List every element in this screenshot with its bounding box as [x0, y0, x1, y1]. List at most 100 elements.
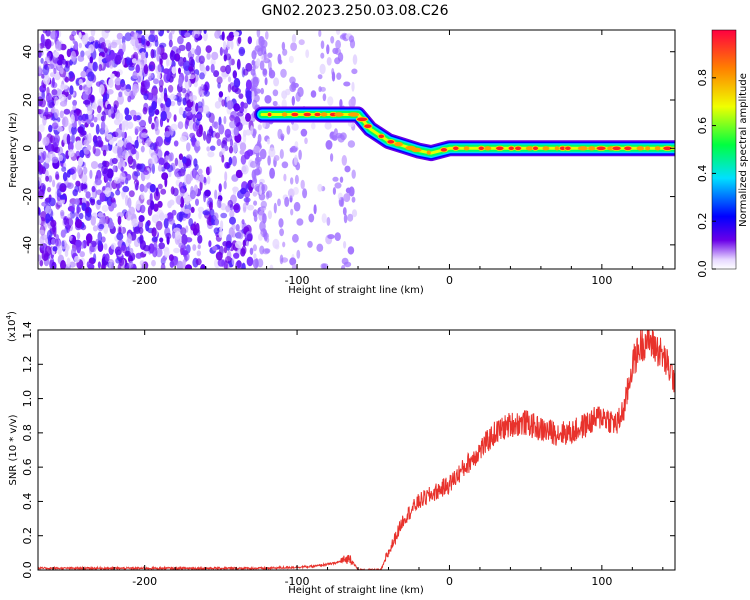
noise-blob — [156, 46, 161, 55]
noise-blob — [202, 130, 207, 141]
noise-blob — [334, 232, 341, 242]
noise-blob — [274, 244, 280, 250]
noise-blob — [208, 240, 212, 248]
noise-blob — [182, 156, 187, 164]
ridge-hotspot — [484, 146, 492, 151]
noise-blob — [272, 100, 278, 107]
noise-blob — [116, 32, 123, 40]
ridge-hotspot — [463, 146, 470, 151]
noise-blob — [127, 95, 132, 103]
noise-blob — [135, 199, 141, 211]
noise-blob — [220, 220, 224, 230]
noise-blob — [189, 189, 196, 200]
noise-blob — [206, 52, 211, 60]
noise-blob — [345, 187, 352, 194]
noise-blob — [100, 236, 106, 243]
noise-blob — [115, 127, 123, 138]
noise-blob — [253, 145, 261, 154]
noise-blob — [242, 202, 247, 212]
noise-blob — [45, 92, 53, 104]
noise-blob — [125, 56, 131, 65]
snr-y-tick-label: 0.0 — [21, 561, 34, 579]
noise-blob — [125, 124, 129, 131]
noise-blob — [223, 246, 228, 254]
noise-blob — [269, 167, 275, 179]
noise-blob — [216, 76, 223, 84]
noise-blob — [197, 244, 201, 250]
noise-blob — [66, 169, 71, 178]
noise-blob — [66, 133, 71, 145]
noise-blob — [51, 122, 59, 130]
noise-blob — [298, 39, 305, 46]
noise-blob — [155, 187, 159, 197]
noise-blob — [224, 171, 228, 182]
noise-blob — [162, 68, 170, 74]
noise-blob — [45, 205, 52, 216]
noise-blob — [173, 247, 181, 254]
noise-blob — [105, 253, 110, 262]
noise-blob — [258, 36, 265, 47]
noise-blob — [262, 228, 266, 236]
noise-blob — [281, 161, 289, 169]
noise-blob — [156, 30, 160, 33]
snr-panel: -200 -100 0 100 0.0 0.2 0.4 0.6 0.8 1.0 1.2 1.4 Hei… — [5, 311, 676, 596]
noise-blob — [38, 189, 45, 200]
ridge-hotspot — [542, 146, 550, 151]
noise-blob — [174, 157, 179, 167]
noise-blob — [253, 214, 258, 222]
snr-y-axis-label: SNR (10 * v/v) — [8, 414, 19, 485]
noise-blob — [114, 246, 122, 256]
noise-blob — [326, 44, 330, 55]
noise-blob — [289, 147, 294, 153]
noise-blob — [188, 218, 194, 227]
noise-blob — [131, 148, 137, 155]
noise-blob — [146, 137, 152, 147]
noise-blob — [93, 253, 97, 263]
noise-blob — [268, 69, 276, 79]
noise-blob — [216, 138, 222, 147]
noise-blob — [167, 84, 174, 93]
noise-blob — [118, 91, 123, 98]
ridge-hotspot — [386, 139, 396, 145]
noise-blob — [197, 206, 204, 213]
noise-blob — [233, 252, 240, 259]
colorbar-tick-label: 0.6 — [696, 117, 709, 135]
noise-blob — [124, 32, 132, 42]
noise-blob — [179, 187, 186, 197]
noise-blob — [127, 197, 132, 208]
noise-blob — [63, 65, 70, 72]
noise-blob — [282, 241, 286, 248]
noise-blob — [183, 208, 191, 214]
noise-blob — [115, 189, 121, 196]
ridge-hotspot — [636, 146, 645, 151]
noise-blob — [60, 260, 66, 269]
noise-blob — [121, 191, 126, 200]
noise-blob — [207, 151, 215, 158]
noise-blob — [98, 55, 103, 63]
noise-blob — [253, 253, 257, 260]
noise-blob — [156, 52, 160, 62]
noise-blob — [260, 87, 265, 95]
noise-blob — [232, 204, 240, 211]
noise-blob — [98, 63, 103, 72]
noise-blob — [75, 239, 82, 248]
noise-blob — [83, 139, 90, 146]
noise-blob — [150, 200, 155, 211]
noise-blob — [259, 60, 265, 71]
noise-blob — [203, 31, 208, 42]
noise-blob — [235, 169, 243, 179]
noise-blob — [170, 30, 175, 35]
noise-blob — [229, 120, 237, 129]
noise-blob — [215, 251, 223, 261]
noise-blob — [122, 185, 130, 193]
noise-blob — [254, 45, 262, 52]
noise-blob — [44, 163, 50, 169]
snr-x-tick-label: -100 — [285, 575, 310, 588]
noise-blob — [124, 107, 130, 116]
noise-blob — [308, 213, 315, 223]
noise-blob — [294, 174, 299, 185]
noise-blob — [103, 243, 108, 251]
noise-blob — [38, 65, 42, 74]
noise-blob — [292, 233, 299, 243]
noise-blob — [42, 115, 47, 126]
